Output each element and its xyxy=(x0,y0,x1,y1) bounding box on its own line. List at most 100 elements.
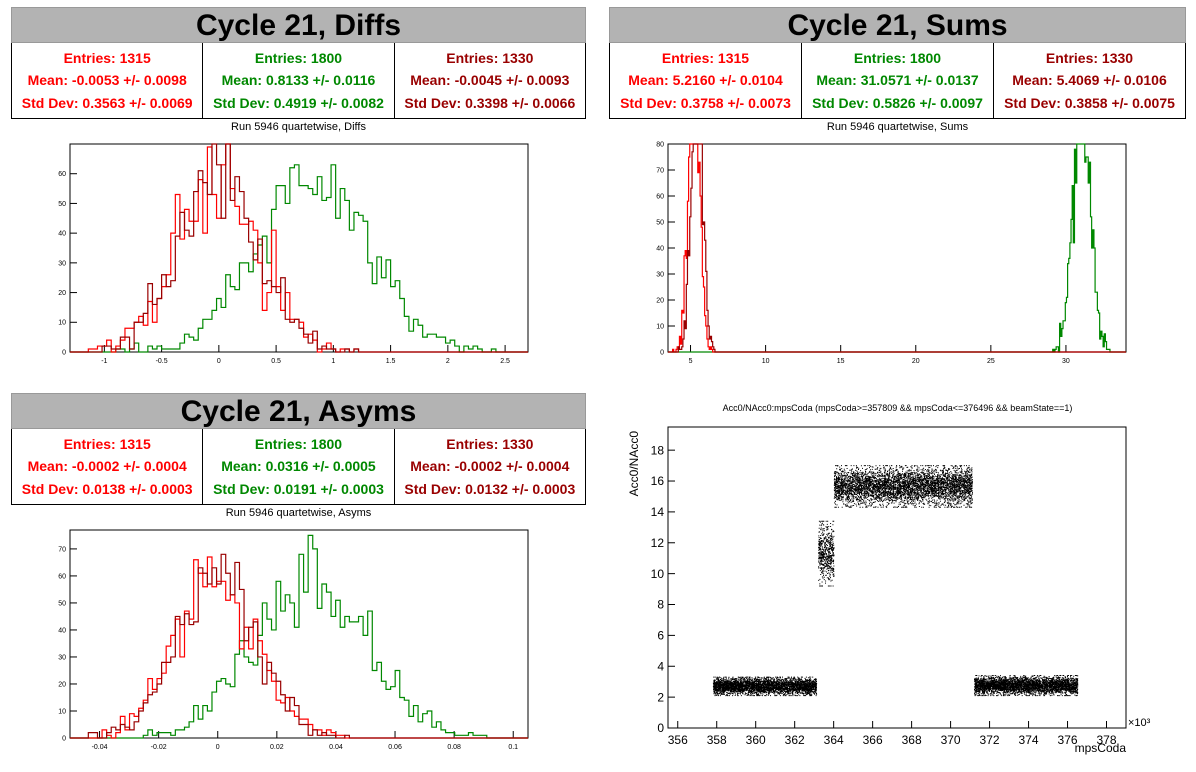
hist0-frame xyxy=(69,143,529,353)
y-tick-label: 12 xyxy=(651,536,665,550)
y-tick-label: 2 xyxy=(657,690,664,704)
stat-entries: Entries: 1800 xyxy=(254,50,343,67)
stat-entries: Entries: 1800 xyxy=(853,50,942,67)
y-tick-label: 50 xyxy=(58,600,66,607)
y-tick-label: 40 xyxy=(58,627,66,634)
stat-entries: Entries: 1800 xyxy=(254,436,343,453)
stat-std: Std Dev: 0.3563 +/- 0.0069 xyxy=(21,94,193,111)
asyms-stat-2: Entries: 1330 Mean: -0.0002 +/- 0.0004 S… xyxy=(395,429,585,504)
stat-mean: Mean: 0.0316 +/- 0.0005 xyxy=(221,458,376,475)
x-tick-label: 0 xyxy=(217,358,221,365)
hist-series xyxy=(70,143,528,353)
x-tick-label: 364 xyxy=(824,733,844,747)
stat-mean: Mean: -0.0045 +/- 0.0093 xyxy=(410,72,570,89)
y-tick-label: 14 xyxy=(651,505,665,519)
x-tick-label: 20 xyxy=(912,358,920,365)
diffs-stats-box: Entries: 1315 Mean: -0.0053 +/- 0.0098 S… xyxy=(11,43,586,119)
y-tick-label: 10 xyxy=(656,323,664,330)
stat-std: Std Dev: 0.4919 +/- 0.0082 xyxy=(213,94,384,111)
x-tick-label: 0.1 xyxy=(508,744,518,751)
stat-mean: Mean: -0.0002 +/- 0.0004 xyxy=(410,458,570,475)
stat-std: Std Dev: 0.3398 +/- 0.0066 xyxy=(404,94,576,111)
stat-std: Std Dev: 0.0138 +/- 0.0003 xyxy=(21,480,193,497)
y-tick-label: 20 xyxy=(656,297,664,304)
sums-subtitle: Run 5946 quartetwise, Sums xyxy=(826,121,969,133)
asyms-stat-0: Entries: 1315 Mean: -0.0002 +/- 0.0004 S… xyxy=(12,429,204,504)
diffs-stat-2: Entries: 1330 Mean: -0.0045 +/- 0.0093 S… xyxy=(395,43,585,118)
x-tick-label: 0.5 xyxy=(271,358,281,365)
scatter-frame xyxy=(667,426,1127,729)
stat-std: Std Dev: 0.0132 +/- 0.0003 xyxy=(404,480,576,497)
asyms-subtitle: Run 5946 quartetwise, Asyms xyxy=(225,507,372,519)
y-tick-label: 60 xyxy=(58,573,66,580)
hist2-frame xyxy=(69,529,529,739)
y-tick-label: 70 xyxy=(656,167,664,174)
x-tick-label: 0 xyxy=(216,744,220,751)
x-tick-label: 5 xyxy=(689,358,693,365)
x-axis-multiplier: ×10³ xyxy=(1128,717,1151,729)
y-axis-label: Acc0/NAcc0 xyxy=(627,431,641,497)
x-tick-label: 2.5 xyxy=(500,358,510,365)
y-tick-label: 0 xyxy=(660,349,664,356)
hist-series xyxy=(70,534,528,739)
y-tick-label: 30 xyxy=(58,260,66,267)
y-tick-label: 30 xyxy=(58,654,66,661)
stat-std: Std Dev: 0.3858 +/- 0.0075 xyxy=(1004,94,1175,111)
scatter-points xyxy=(712,465,1079,697)
y-tick-label: 10 xyxy=(58,320,66,327)
stat-entries: Entries: 1315 xyxy=(63,436,151,453)
y-tick-label: 80 xyxy=(656,141,664,148)
stat-mean: Mean: 5.4069 +/- 0.0106 xyxy=(1012,72,1167,89)
x-tick-label: -0.5 xyxy=(156,358,168,365)
y-tick-label: 70 xyxy=(58,546,66,553)
y-tick-label: 40 xyxy=(58,231,66,238)
x-tick-label: 374 xyxy=(1019,733,1039,747)
hist-series xyxy=(668,143,1126,353)
x-tick-label: 1 xyxy=(331,358,335,365)
x-tick-label: 368 xyxy=(902,733,922,747)
x-tick-label: 15 xyxy=(837,358,845,365)
stat-entries: Entries: 1315 xyxy=(63,50,151,67)
x-tick-label: 362 xyxy=(785,733,805,747)
asyms-title: Cycle 21, Asyms xyxy=(11,393,586,429)
x-axis-label: mpsCoda xyxy=(1075,741,1127,755)
x-tick-label: 10 xyxy=(762,358,770,365)
y-tick-label: 0 xyxy=(62,349,66,356)
y-tick-label: 40 xyxy=(656,245,664,252)
diffs-subtitle: Run 5946 quartetwise, Diffs xyxy=(231,121,366,133)
x-tick-label: -1 xyxy=(101,358,107,365)
x-tick-label: -0.04 xyxy=(92,744,108,751)
y-tick-label: 20 xyxy=(58,290,66,297)
y-tick-label: 16 xyxy=(651,474,665,488)
x-tick-label: 372 xyxy=(980,733,1000,747)
x-tick-label: 30 xyxy=(1062,358,1070,365)
stat-std: Std Dev: 0.5826 +/- 0.0097 xyxy=(812,94,983,111)
x-tick-label: -0.02 xyxy=(151,744,167,751)
x-tick-label: 2 xyxy=(446,358,450,365)
x-tick-label: 366 xyxy=(863,733,883,747)
asyms-stat-1: Entries: 1800 Mean: 0.0316 +/- 0.0005 St… xyxy=(203,429,395,504)
x-tick-label: 376 xyxy=(1058,733,1078,747)
sums-stat-1: Entries: 1800 Mean: 31.0571 +/- 0.0137 S… xyxy=(802,43,994,118)
stat-mean: Mean: -0.0053 +/- 0.0098 xyxy=(27,72,187,89)
y-tick-label: 20 xyxy=(58,681,66,688)
stat-mean: Mean: 0.8133 +/- 0.0116 xyxy=(221,72,376,89)
y-tick-label: 0 xyxy=(657,721,664,735)
x-tick-label: 0.04 xyxy=(329,744,343,751)
y-tick-label: 10 xyxy=(651,567,665,581)
x-tick-label: 360 xyxy=(746,733,766,747)
hist-series xyxy=(70,553,528,739)
x-tick-label: 0.08 xyxy=(447,744,461,751)
y-tick-label: 6 xyxy=(657,629,664,643)
x-tick-label: 370 xyxy=(941,733,961,747)
y-tick-label: 8 xyxy=(657,598,664,612)
stat-entries: Entries: 1330 xyxy=(1045,50,1134,67)
y-tick-label: 50 xyxy=(656,219,664,226)
stat-mean: Mean: -0.0002 +/- 0.0004 xyxy=(27,458,187,475)
stat-entries: Entries: 1330 xyxy=(446,436,534,453)
y-tick-label: 60 xyxy=(58,171,66,178)
y-tick-label: 50 xyxy=(58,201,66,208)
stat-mean: Mean: 31.0571 +/- 0.0137 xyxy=(816,72,979,89)
